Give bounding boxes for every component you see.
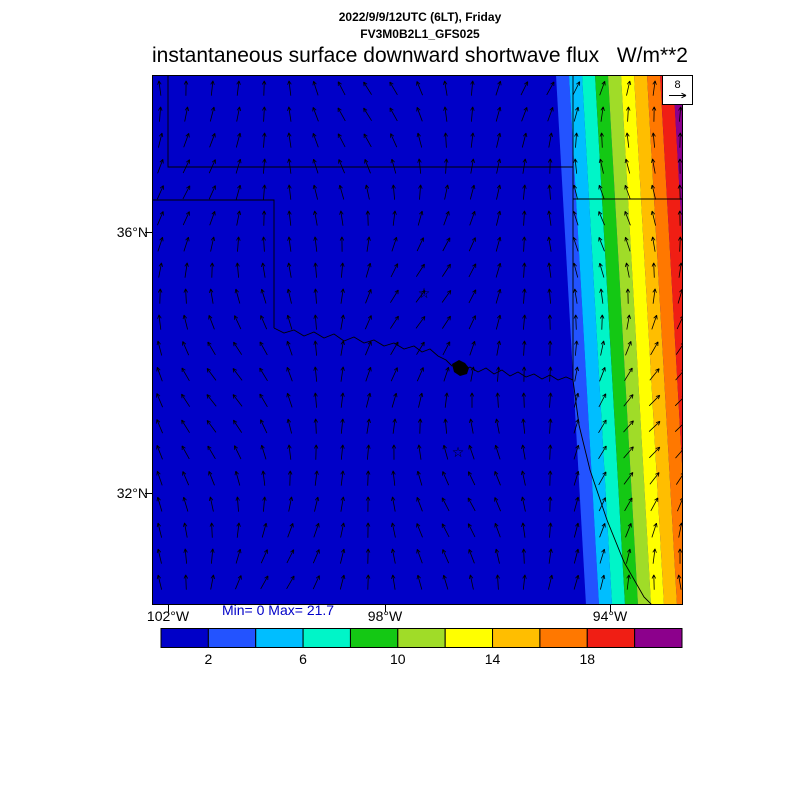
colorbar-swatch bbox=[207, 628, 257, 648]
sabine-river bbox=[572, 379, 653, 605]
lon-label-98w: 98°W bbox=[367, 608, 403, 624]
colorbar-swatch bbox=[634, 628, 683, 648]
flux-band bbox=[621, 75, 664, 605]
colorbar-swatch bbox=[444, 628, 494, 648]
minmax-stats: Min= 0 Max= 21.7 bbox=[222, 602, 335, 618]
state-borders bbox=[152, 75, 683, 605]
lon-label-102w: 102°W bbox=[146, 608, 190, 624]
reference-vector-arrow bbox=[668, 92, 686, 99]
colorbar-tick-label: 14 bbox=[484, 651, 501, 667]
lon-tick bbox=[610, 605, 611, 612]
flux-band bbox=[673, 75, 683, 252]
model-heading: FV3M0B2L1_GFS025 bbox=[360, 27, 480, 41]
colorbar-swatch bbox=[397, 628, 446, 648]
lat-label-32n: 32°N bbox=[116, 485, 148, 501]
colorbar-swatch bbox=[539, 628, 588, 648]
plot-title: instantaneous surface downward shortwave… bbox=[152, 44, 600, 67]
lon-tick bbox=[168, 605, 169, 612]
colorbar-tick-label: 6 bbox=[299, 651, 307, 667]
red-river bbox=[273, 327, 574, 381]
lat-tick bbox=[145, 493, 152, 494]
colorbar-swatches bbox=[160, 628, 683, 648]
wind-vector-path bbox=[156, 80, 683, 590]
colorbar-swatch bbox=[160, 628, 209, 648]
wind-vectors bbox=[156, 80, 683, 590]
flux-band bbox=[608, 75, 651, 605]
valid-time-heading: 2022/9/9/12UTC (6LT), Friday bbox=[338, 10, 502, 24]
reference-vector-value: 8 bbox=[674, 79, 681, 91]
flux-band bbox=[582, 75, 625, 605]
lon-tick bbox=[385, 605, 386, 612]
city-star-marker: ☆ bbox=[452, 445, 465, 461]
colorbar-tick-label: 10 bbox=[390, 651, 406, 667]
lake-texoma bbox=[452, 360, 469, 376]
units-label: W/m**2 bbox=[616, 44, 688, 67]
flux-band bbox=[647, 75, 683, 605]
colorbar-swatch bbox=[255, 628, 304, 648]
colorbar: 2 6 10 14 18 bbox=[160, 628, 683, 672]
flux-bands bbox=[556, 75, 683, 605]
flux-band bbox=[569, 75, 612, 605]
map-frame bbox=[152, 75, 683, 605]
colorbar-swatch bbox=[302, 628, 351, 648]
colorbar-tick-label: 18 bbox=[579, 651, 596, 667]
map-canvas: ☆☆ bbox=[152, 75, 683, 605]
reference-vector-box: 8 bbox=[662, 75, 693, 105]
flux-band bbox=[634, 75, 677, 605]
colorbar-swatch bbox=[349, 628, 399, 648]
colorbar-swatch bbox=[586, 628, 636, 648]
flux-band bbox=[660, 75, 683, 482]
flux-band bbox=[595, 75, 638, 605]
lon-label-94w: 94°W bbox=[592, 608, 628, 624]
flux-band bbox=[556, 75, 599, 605]
lat-tick bbox=[145, 232, 152, 233]
colorbar-swatch bbox=[492, 628, 541, 648]
lat-label-36n: 36°N bbox=[116, 224, 148, 240]
state-border-lines bbox=[152, 75, 683, 380]
colorbar-tick-label: 2 bbox=[204, 651, 213, 667]
